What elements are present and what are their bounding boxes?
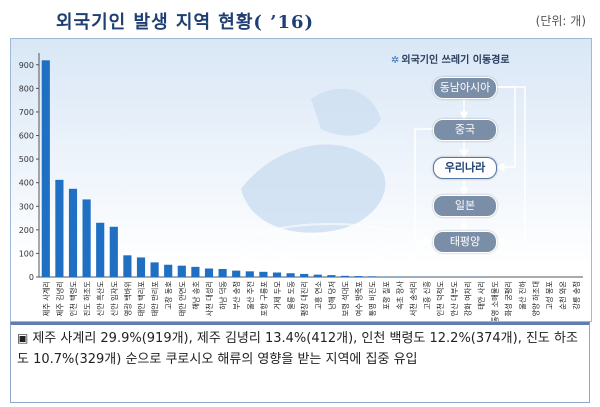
bar	[68, 188, 78, 277]
x-tick-label: 하남 덕동	[219, 281, 228, 310]
bar	[177, 265, 186, 277]
x-tick-label: 울릉 도동	[287, 281, 296, 310]
x-tick-label: 제주 김녕리	[55, 281, 64, 316]
x-tick-label: 해남 송호	[191, 281, 200, 310]
x-tick-label: 인천 백령도	[69, 281, 78, 317]
map-land-shape	[241, 144, 386, 233]
flow-box-japan: 일본	[433, 195, 497, 217]
y-tick-label: 900	[19, 61, 34, 70]
bar	[300, 273, 309, 277]
page-title: 외국기인 발생 지역 현황( ’16)	[56, 12, 315, 33]
x-tick-label: 포항 구룡포	[259, 281, 268, 317]
x-tick-label: 태안 백리포	[137, 281, 146, 317]
bar	[232, 270, 241, 277]
flow-title-text: 외국기인 쓰레기 이동경로	[401, 55, 510, 66]
bar	[123, 255, 132, 277]
y-tick-label: 0	[29, 273, 34, 282]
bar	[204, 268, 214, 277]
y-tick-label: 200	[19, 226, 34, 235]
bar	[82, 199, 91, 277]
x-tick-label: 속초 장사	[395, 281, 404, 310]
x-tick-label: 태안 만리포	[151, 281, 160, 317]
flow-box-china: 중국	[433, 119, 497, 141]
y-tick-label: 300	[19, 202, 34, 211]
bar	[245, 271, 254, 277]
flow-box-pacific: 태평양	[433, 231, 497, 253]
x-tick-label: 진도 하조도	[83, 281, 92, 317]
current-swirl	[270, 233, 392, 265]
x-tick-label: 통영 비진도	[368, 281, 377, 317]
bar	[259, 271, 268, 277]
bar	[150, 262, 159, 277]
y-tick-label: 400	[19, 179, 34, 188]
bar	[340, 275, 350, 277]
flow-box-southeast-asia: 동남아시아	[433, 77, 497, 99]
x-tick-label: 포항 칠포	[382, 281, 391, 310]
x-tick-label: 여수 방죽포	[355, 281, 364, 317]
x-tick-label: 평창 대진리	[300, 281, 309, 316]
x-tick-label: 강릉 송정	[572, 281, 581, 310]
chart-bars	[41, 60, 486, 277]
x-tick-label: 양양 하조대	[531, 281, 540, 316]
x-tick-label: 인천 덕적도	[436, 281, 445, 317]
x-tick-label: 고흥 신흥	[423, 281, 432, 310]
unit-label: (단위: 개)	[535, 14, 586, 28]
x-tick-label: 태안 안면도	[178, 281, 187, 317]
x-tick-label: 거제 두모	[273, 281, 282, 310]
x-tick-label: 화성 궁평리	[504, 281, 513, 316]
x-tick-label: 서천 송석리	[409, 281, 418, 316]
x-tick-label: 강화 여차리	[463, 281, 472, 316]
note-marker-icon: ▣	[17, 331, 29, 345]
note-text: 제주 사계리 29.9%(919개), 제주 김녕리 13.4%(412개), …	[17, 331, 578, 367]
x-tick-label: 고흥 연소	[314, 281, 323, 310]
bar	[96, 222, 105, 277]
x-tick-label: 보령 석대도	[341, 281, 350, 317]
x-tick-label: 울산 주전	[246, 281, 255, 310]
bar	[55, 179, 64, 277]
x-tick-label: 태안 사리	[477, 281, 486, 310]
flow-arrows	[414, 86, 526, 246]
x-tick-label: 부산 송정	[232, 281, 241, 310]
x-tick-label: 울산 진하	[518, 281, 527, 310]
x-tick-label: 사천 대성리	[205, 281, 214, 316]
bar	[218, 268, 227, 277]
x-tick-label: 신안 임자도	[110, 281, 119, 317]
y-tick-label: 600	[19, 132, 34, 141]
x-tick-label: 안산 대부도	[450, 281, 459, 317]
bar	[368, 276, 377, 277]
bar	[109, 226, 118, 277]
x-tick-label: 고창 동호	[164, 281, 173, 310]
map-land-shape	[311, 88, 381, 136]
bar	[191, 266, 200, 277]
flow-title: ✲ 외국기인 쓰레기 이동경로	[391, 51, 510, 66]
bar	[313, 274, 322, 277]
bar-chart: 0 100 200 300 400 500 600 700 800 900 제주 사계리 제주 김녕리…	[10, 38, 592, 322]
bar	[327, 275, 336, 277]
y-tick-label: 800	[19, 84, 34, 93]
bar	[354, 276, 363, 277]
flow-box-korea: 우리나라	[433, 157, 497, 179]
y-tick-label: 100	[19, 249, 34, 258]
bar	[286, 273, 295, 277]
y-tick-label: 700	[19, 108, 34, 117]
summary-note: ▣ 제주 사계리 29.9%(919개), 제주 김녕리 13.4%(412개),…	[10, 322, 590, 403]
flow-diagram: ✲ 외국기인 쓰레기 이동경로 동남아시아 중국 우리나라 일본 태평양	[391, 49, 586, 289]
bar	[164, 264, 173, 277]
chart-labels: 0 100 200 300 400 500 600 700 800 900 제주 사계리 제주 김녕리…	[19, 61, 581, 321]
current-swirl	[240, 223, 422, 275]
chart-svg: 0 100 200 300 400 500 600 700 800 900 제주 사계리 제주 김녕리…	[19, 53, 583, 321]
background-map-decoration	[240, 88, 422, 275]
flow-star-icon: ✲	[391, 55, 400, 66]
x-tick-label: 순천 와온	[559, 281, 568, 310]
x-tick-label: 고성 봉포	[545, 281, 554, 310]
bar	[41, 60, 50, 277]
x-tick-label: 영광 백바위	[123, 281, 132, 316]
x-tick-label: 제주 사계리	[42, 281, 51, 316]
x-tick-label: 통영 소매물도	[491, 281, 500, 321]
y-tick-label: 500	[19, 155, 34, 164]
bar	[272, 272, 282, 277]
x-tick-label: 신안 흑산도	[96, 281, 105, 317]
bar	[136, 257, 146, 277]
x-tick-label: 남해 당저	[327, 281, 336, 310]
